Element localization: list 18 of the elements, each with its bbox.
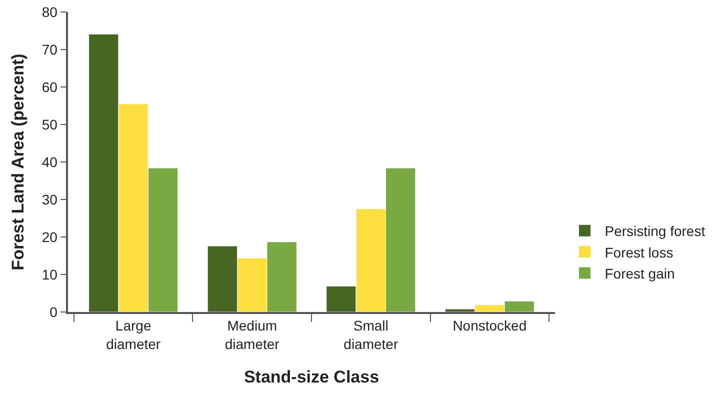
y-tick-label: 70	[42, 41, 58, 58]
y-tick-label: 20	[42, 228, 58, 245]
y-tick-label: 50	[42, 116, 58, 132]
y-tick-label: 80	[42, 4, 58, 20]
x-tick-label: Nonstocked	[452, 318, 527, 334]
y-tick-label: 30	[42, 191, 58, 208]
x-tick-label: Medium diameter	[224, 318, 280, 352]
y-tick-label: 60	[42, 78, 58, 95]
y-tick-label: 40	[42, 154, 58, 170]
x-axis-title: Stand-size Class	[244, 368, 380, 387]
y-tick-label: 0	[50, 304, 58, 320]
y-tick-label: 10	[42, 266, 58, 282]
legend-label: Forest gain	[604, 265, 675, 282]
x-tick-label: Large diameter	[106, 318, 161, 352]
y-axis-title: Forest Land Area (percent)	[8, 54, 28, 270]
legend-label: Forest loss	[604, 244, 674, 260]
legend-label: Persisting forest	[604, 223, 706, 240]
x-tick-label: Small diameter	[344, 318, 398, 352]
